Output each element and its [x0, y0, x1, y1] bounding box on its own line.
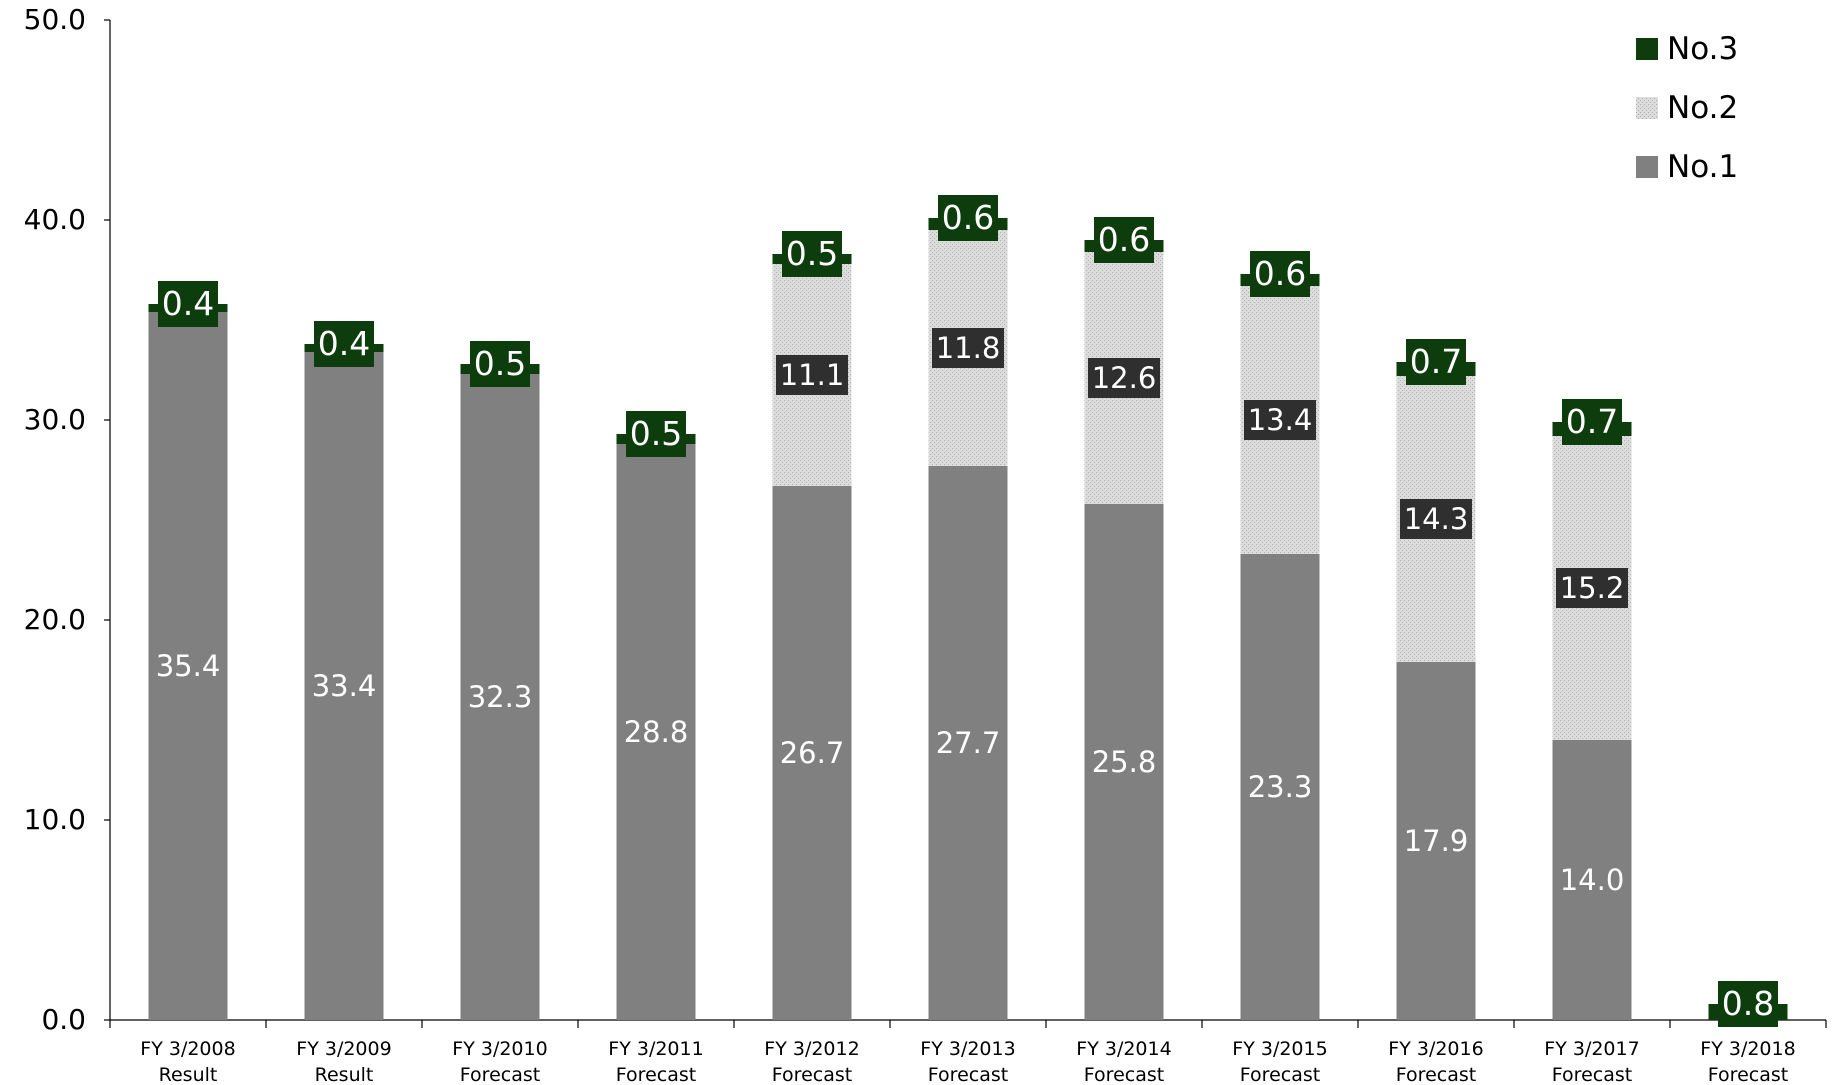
- legend: No.3 No.2 No.1: [1636, 31, 1738, 185]
- data-label-no3-box: [314, 321, 374, 367]
- bar-no1: [616, 444, 696, 1020]
- data-label-no2-box: [776, 355, 848, 395]
- y-tick-label: 10.0: [24, 803, 86, 836]
- data-label-no3: 0.7: [1566, 402, 1618, 441]
- x-tick-label: FY 3/2008: [140, 1038, 235, 1060]
- x-tick-label-sub: Forecast: [928, 1064, 1008, 1085]
- data-label-no2: 12.6: [1092, 361, 1157, 395]
- x-tick-label-sub: Forecast: [460, 1064, 540, 1085]
- bar-no1: [1396, 662, 1476, 1020]
- data-label-no2-box: [1088, 358, 1160, 398]
- bar-no1: [772, 486, 852, 1020]
- data-label-no3: 0.7: [1410, 342, 1462, 381]
- data-label-no2-box: [932, 328, 1004, 368]
- data-label-no3-box: [1250, 251, 1310, 297]
- data-label-no1: 17.9: [1404, 824, 1469, 858]
- data-label-no2: 14.3: [1404, 502, 1469, 536]
- legend-swatch-no3: [1636, 38, 1658, 60]
- data-label-no3: 0.6: [942, 198, 994, 237]
- legend-swatch-no2: [1636, 97, 1658, 119]
- y-tick-label: 0.0: [41, 1003, 86, 1036]
- x-tick-label: FY 3/2017: [1544, 1038, 1639, 1060]
- x-tick-label: FY 3/2014: [1076, 1038, 1171, 1060]
- data-label-no3-box: [782, 231, 842, 277]
- data-label-no1: 35.4: [156, 649, 221, 683]
- x-tick-label-sub: Forecast: [616, 1064, 696, 1085]
- data-label-no1: 28.8: [624, 715, 689, 749]
- data-label-no3-box: [158, 281, 218, 327]
- data-label-no3: 0.5: [630, 414, 682, 453]
- bar-no1: [1240, 554, 1320, 1020]
- bar-no1: [928, 466, 1008, 1020]
- data-label-no1: 26.7: [780, 736, 845, 770]
- data-label-no2-box: [1244, 400, 1316, 440]
- legend-label: No.1: [1667, 149, 1738, 185]
- data-label-no3: 0.6: [1254, 254, 1306, 293]
- x-tick-label: FY 3/2015: [1232, 1038, 1327, 1060]
- bar-no1: [304, 352, 384, 1020]
- data-label-no3-box: [1094, 217, 1154, 263]
- data-label-no2-box: [1400, 499, 1472, 539]
- data-label-no3: 0.8: [1722, 984, 1774, 1023]
- data-label-no3: 0.5: [786, 234, 838, 273]
- data-label-no1: 33.4: [312, 669, 377, 703]
- y-tick-label: 50.0: [24, 3, 86, 36]
- bar-no1: [460, 374, 540, 1020]
- data-label-no1: 25.8: [1092, 745, 1157, 779]
- x-tick-label: FY 3/2016: [1388, 1038, 1483, 1060]
- data-label-no1: 32.3: [468, 680, 533, 714]
- x-tick-label: FY 3/2009: [296, 1038, 391, 1060]
- x-tick-label-sub: Forecast: [1084, 1064, 1164, 1085]
- data-labels-group: 35.4 0.4 33.4 0.4 32.3 0.5 28.8 0.5 26.7 11.1 0.5 2…: [156, 195, 1778, 1027]
- y-tick-label: 30.0: [24, 403, 86, 436]
- data-label-no3-box: [470, 341, 530, 387]
- x-tick-label-sub: Forecast: [1240, 1064, 1320, 1085]
- axes-group: 0.0 10.0 20.0 30.0 40.0 50.0 FY 3/2008 Result FY…: [24, 3, 1827, 1085]
- data-label-no2: 11.1: [780, 358, 845, 392]
- data-label-no3-box: [1406, 339, 1466, 385]
- data-label-no2: 15.2: [1560, 571, 1625, 605]
- data-label-no2: 13.4: [1248, 403, 1313, 437]
- y-tick-label: 20.0: [24, 603, 86, 636]
- x-tick-label: FY 3/2010: [452, 1038, 547, 1060]
- x-tick-label: FY 3/2011: [608, 1038, 703, 1060]
- x-tick-label: FY 3/2012: [764, 1038, 859, 1060]
- bar-no1: [148, 312, 228, 1020]
- x-tick-label: FY 3/2013: [920, 1038, 1015, 1060]
- y-tick-label: 40.0: [24, 203, 86, 236]
- data-label-no3: 0.5: [474, 344, 526, 383]
- data-label-no3-box: [1562, 399, 1622, 445]
- x-tick-label-sub: Forecast: [1552, 1064, 1632, 1085]
- legend-label: No.2: [1667, 90, 1738, 126]
- data-label-no3: 0.6: [1098, 220, 1150, 259]
- bars-group: [148, 218, 1788, 1020]
- data-label-no1: 14.0: [1560, 863, 1625, 897]
- x-tick-label-sub: Result: [315, 1064, 374, 1085]
- x-tick-label-sub: Result: [159, 1064, 218, 1085]
- data-label-no3: 0.4: [162, 284, 214, 323]
- x-tick-label: FY 3/2018: [1700, 1038, 1795, 1060]
- legend-swatch-no1: [1636, 156, 1658, 178]
- x-tick-label-sub: Forecast: [1708, 1064, 1788, 1085]
- data-label-no2: 11.8: [936, 331, 1001, 365]
- x-tick-label-sub: Forecast: [772, 1064, 852, 1085]
- data-label-no1: 23.3: [1248, 770, 1313, 804]
- x-tick-label-sub: Forecast: [1396, 1064, 1476, 1085]
- data-label-no1: 27.7: [936, 726, 1001, 760]
- legend-label: No.3: [1667, 31, 1738, 67]
- data-label-no3-box: [938, 195, 998, 241]
- data-label-no3: 0.4: [318, 324, 370, 363]
- bar-no1: [1552, 740, 1632, 1020]
- bar-no1: [1084, 504, 1164, 1020]
- data-label-no3-box: [1718, 981, 1778, 1027]
- data-label-no2-box: [1556, 568, 1628, 608]
- data-label-no3-box: [626, 411, 686, 457]
